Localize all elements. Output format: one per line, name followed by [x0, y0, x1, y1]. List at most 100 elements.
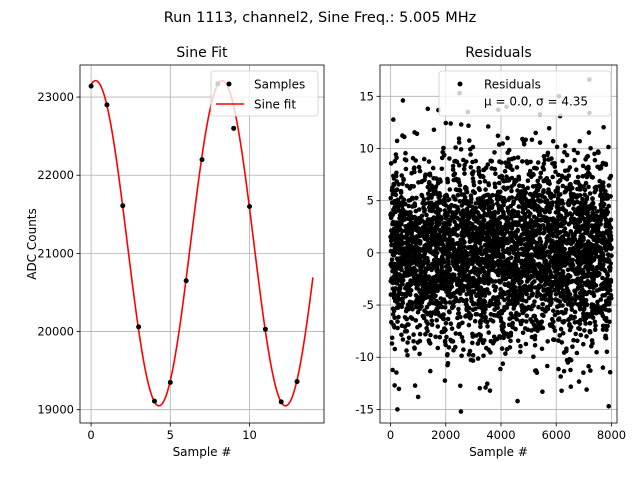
residual-point	[396, 259, 402, 265]
residual-point	[473, 278, 479, 283]
residual-point	[388, 161, 394, 166]
residual-point	[447, 156, 452, 161]
residual-point	[445, 256, 451, 262]
residual-point	[582, 328, 587, 333]
residual-point	[555, 242, 560, 248]
residual-point	[592, 151, 597, 157]
residual-point	[537, 140, 543, 145]
legend-stats-label: μ = 0.0, σ = 4.35	[484, 95, 588, 109]
residual-point	[603, 268, 608, 274]
residual-point	[456, 140, 462, 145]
residual-point	[471, 289, 477, 294]
residual-point	[451, 348, 456, 353]
residual-point	[485, 124, 491, 129]
residual-point	[603, 217, 609, 223]
residual-point	[466, 245, 472, 250]
residual-point	[430, 266, 435, 271]
residual-point	[560, 236, 565, 242]
residual-point	[604, 318, 609, 324]
residual-point	[577, 208, 583, 213]
residual-point	[428, 241, 433, 247]
residual-point	[607, 176, 612, 181]
residual-point	[553, 169, 558, 175]
residual-point	[539, 263, 544, 269]
residual-point	[398, 273, 403, 278]
residual-point	[477, 276, 482, 282]
residual-point	[537, 199, 543, 204]
residual-point	[503, 187, 508, 192]
residual-point	[446, 273, 451, 279]
residual-point	[401, 177, 406, 183]
residual-point	[462, 249, 467, 255]
residual-point	[451, 299, 457, 305]
residual-point	[547, 254, 552, 260]
residual-point	[394, 220, 399, 225]
residual-point	[466, 314, 471, 319]
residual-point	[423, 232, 429, 238]
residual-point	[556, 317, 561, 322]
residual-point	[581, 255, 586, 260]
residual-point	[515, 398, 520, 404]
residual-point	[581, 306, 587, 312]
residual-point	[581, 341, 586, 347]
residual-point	[446, 345, 452, 350]
residual-point	[524, 287, 529, 292]
x-tick-label: 4000	[486, 428, 515, 442]
residual-point	[390, 221, 395, 227]
residual-point	[398, 297, 404, 302]
residual-point	[573, 293, 578, 298]
residual-point	[512, 179, 517, 185]
residual-point	[538, 175, 543, 180]
residual-point	[472, 247, 478, 253]
residual-point	[404, 183, 410, 189]
residual-point	[411, 224, 416, 230]
residual-point	[608, 279, 614, 285]
residual-point	[607, 246, 612, 251]
residual-point	[411, 254, 417, 260]
residual-point	[430, 187, 435, 192]
residual-point	[600, 239, 606, 244]
residual-point	[426, 159, 432, 164]
residual-point	[406, 335, 412, 341]
residual-point	[548, 289, 554, 295]
residual-point	[461, 347, 466, 352]
residual-point	[445, 243, 451, 249]
residual-point	[540, 165, 546, 170]
residual-point	[435, 237, 440, 243]
residual-point	[404, 316, 410, 322]
residual-point	[545, 306, 551, 312]
residual-point	[531, 303, 536, 308]
residual-point	[506, 160, 511, 165]
residual-point	[520, 136, 525, 142]
residual-point	[525, 270, 530, 276]
residual-point	[402, 292, 408, 297]
y-tick-label: 0	[367, 246, 374, 260]
residual-point	[478, 298, 483, 303]
residual-point	[540, 312, 545, 318]
residual-point	[441, 312, 446, 318]
residual-point	[525, 223, 531, 228]
residual-point	[570, 232, 576, 237]
residual-point	[441, 284, 447, 289]
residual-point	[435, 345, 441, 351]
residual-point	[416, 180, 421, 185]
residual-point	[538, 268, 544, 274]
residual-point	[407, 299, 413, 305]
residual-point	[466, 258, 471, 264]
residual-point	[575, 150, 580, 156]
residual-point	[505, 289, 511, 295]
residual-point	[439, 241, 445, 247]
residual-point	[553, 229, 559, 234]
residual-point	[400, 300, 406, 306]
residual-point	[546, 187, 551, 192]
residual-point	[421, 156, 427, 162]
legend-samples-marker	[226, 81, 232, 87]
residual-point	[539, 207, 545, 213]
sample-point	[294, 379, 300, 385]
residual-point	[560, 291, 566, 297]
residual-point	[442, 338, 448, 344]
residual-point	[483, 261, 488, 266]
residual-point	[470, 204, 475, 210]
residual-point	[554, 246, 560, 251]
residual-point	[489, 205, 495, 211]
